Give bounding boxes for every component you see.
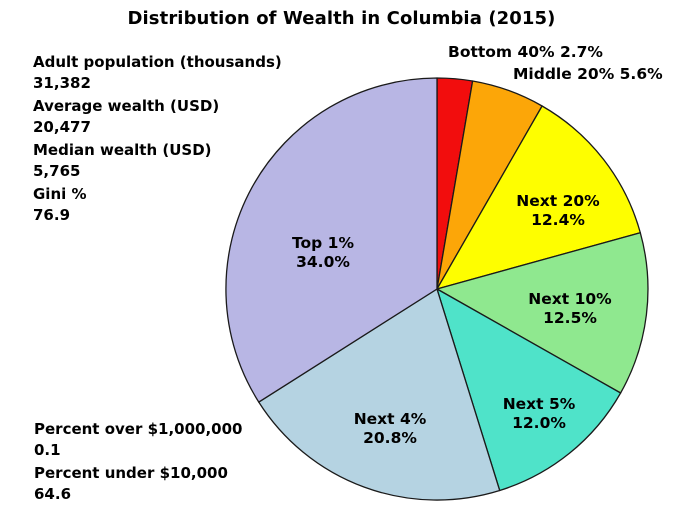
stat-gini: Gini % 76.9 (33, 184, 282, 226)
stat-median-wealth: Median wealth (USD) 5,765 (33, 140, 282, 182)
stat-label: Percent under $10,000 (34, 464, 228, 482)
pie-slice-next-4 (258, 288, 501, 501)
stat-value: 31,382 (33, 74, 91, 92)
stat-percent-over-million: Percent over $1,000,000 0.1 (34, 419, 242, 461)
pie-slice-next-10 (436, 232, 649, 394)
stat-label: Percent over $1,000,000 (34, 420, 243, 438)
stat-label: Average wealth (USD) (33, 97, 220, 115)
stat-percent-under-10k: Percent under $10,000 64.6 (34, 463, 242, 505)
pie-slice-next-5 (436, 288, 622, 492)
pie-label-top-1: Top 1% 34.0% (292, 234, 354, 271)
pie-label-next-10: Next 10% 12.5% (528, 290, 612, 327)
pie-label-next-5: Next 5% 12.0% (503, 395, 576, 432)
pie-slice-next-20 (436, 105, 641, 290)
stats-top-block: Adult population (thousands) 31,382 Aver… (33, 52, 282, 228)
pie-label-next-4: Next 4% 20.8% (354, 410, 427, 447)
stat-value: 0.1 (34, 441, 61, 459)
pie-label-next-20: Next 20% 12.4% (516, 192, 600, 229)
stat-value: 64.6 (34, 485, 72, 503)
stat-average-wealth: Average wealth (USD) 20,477 (33, 96, 282, 138)
pie-label-middle-20: Middle 20% 5.6% (513, 65, 663, 83)
stat-label: Adult population (thousands) (33, 53, 282, 71)
stat-label: Gini % (33, 185, 87, 203)
pie-slice-top-1 (225, 77, 438, 403)
pie-label-bottom-40: Bottom 40% 2.7% (448, 43, 603, 61)
stat-value: 5,765 (33, 162, 81, 180)
chart-title: Distribution of Wealth in Columbia (2015… (127, 8, 556, 29)
stat-label: Median wealth (USD) (33, 141, 212, 159)
stats-bottom-block: Percent over $1,000,000 0.1 Percent unde… (34, 419, 242, 507)
stat-value: 76.9 (33, 206, 71, 224)
stat-adult-population: Adult population (thousands) 31,382 (33, 52, 282, 94)
stat-value: 20,477 (33, 118, 91, 136)
